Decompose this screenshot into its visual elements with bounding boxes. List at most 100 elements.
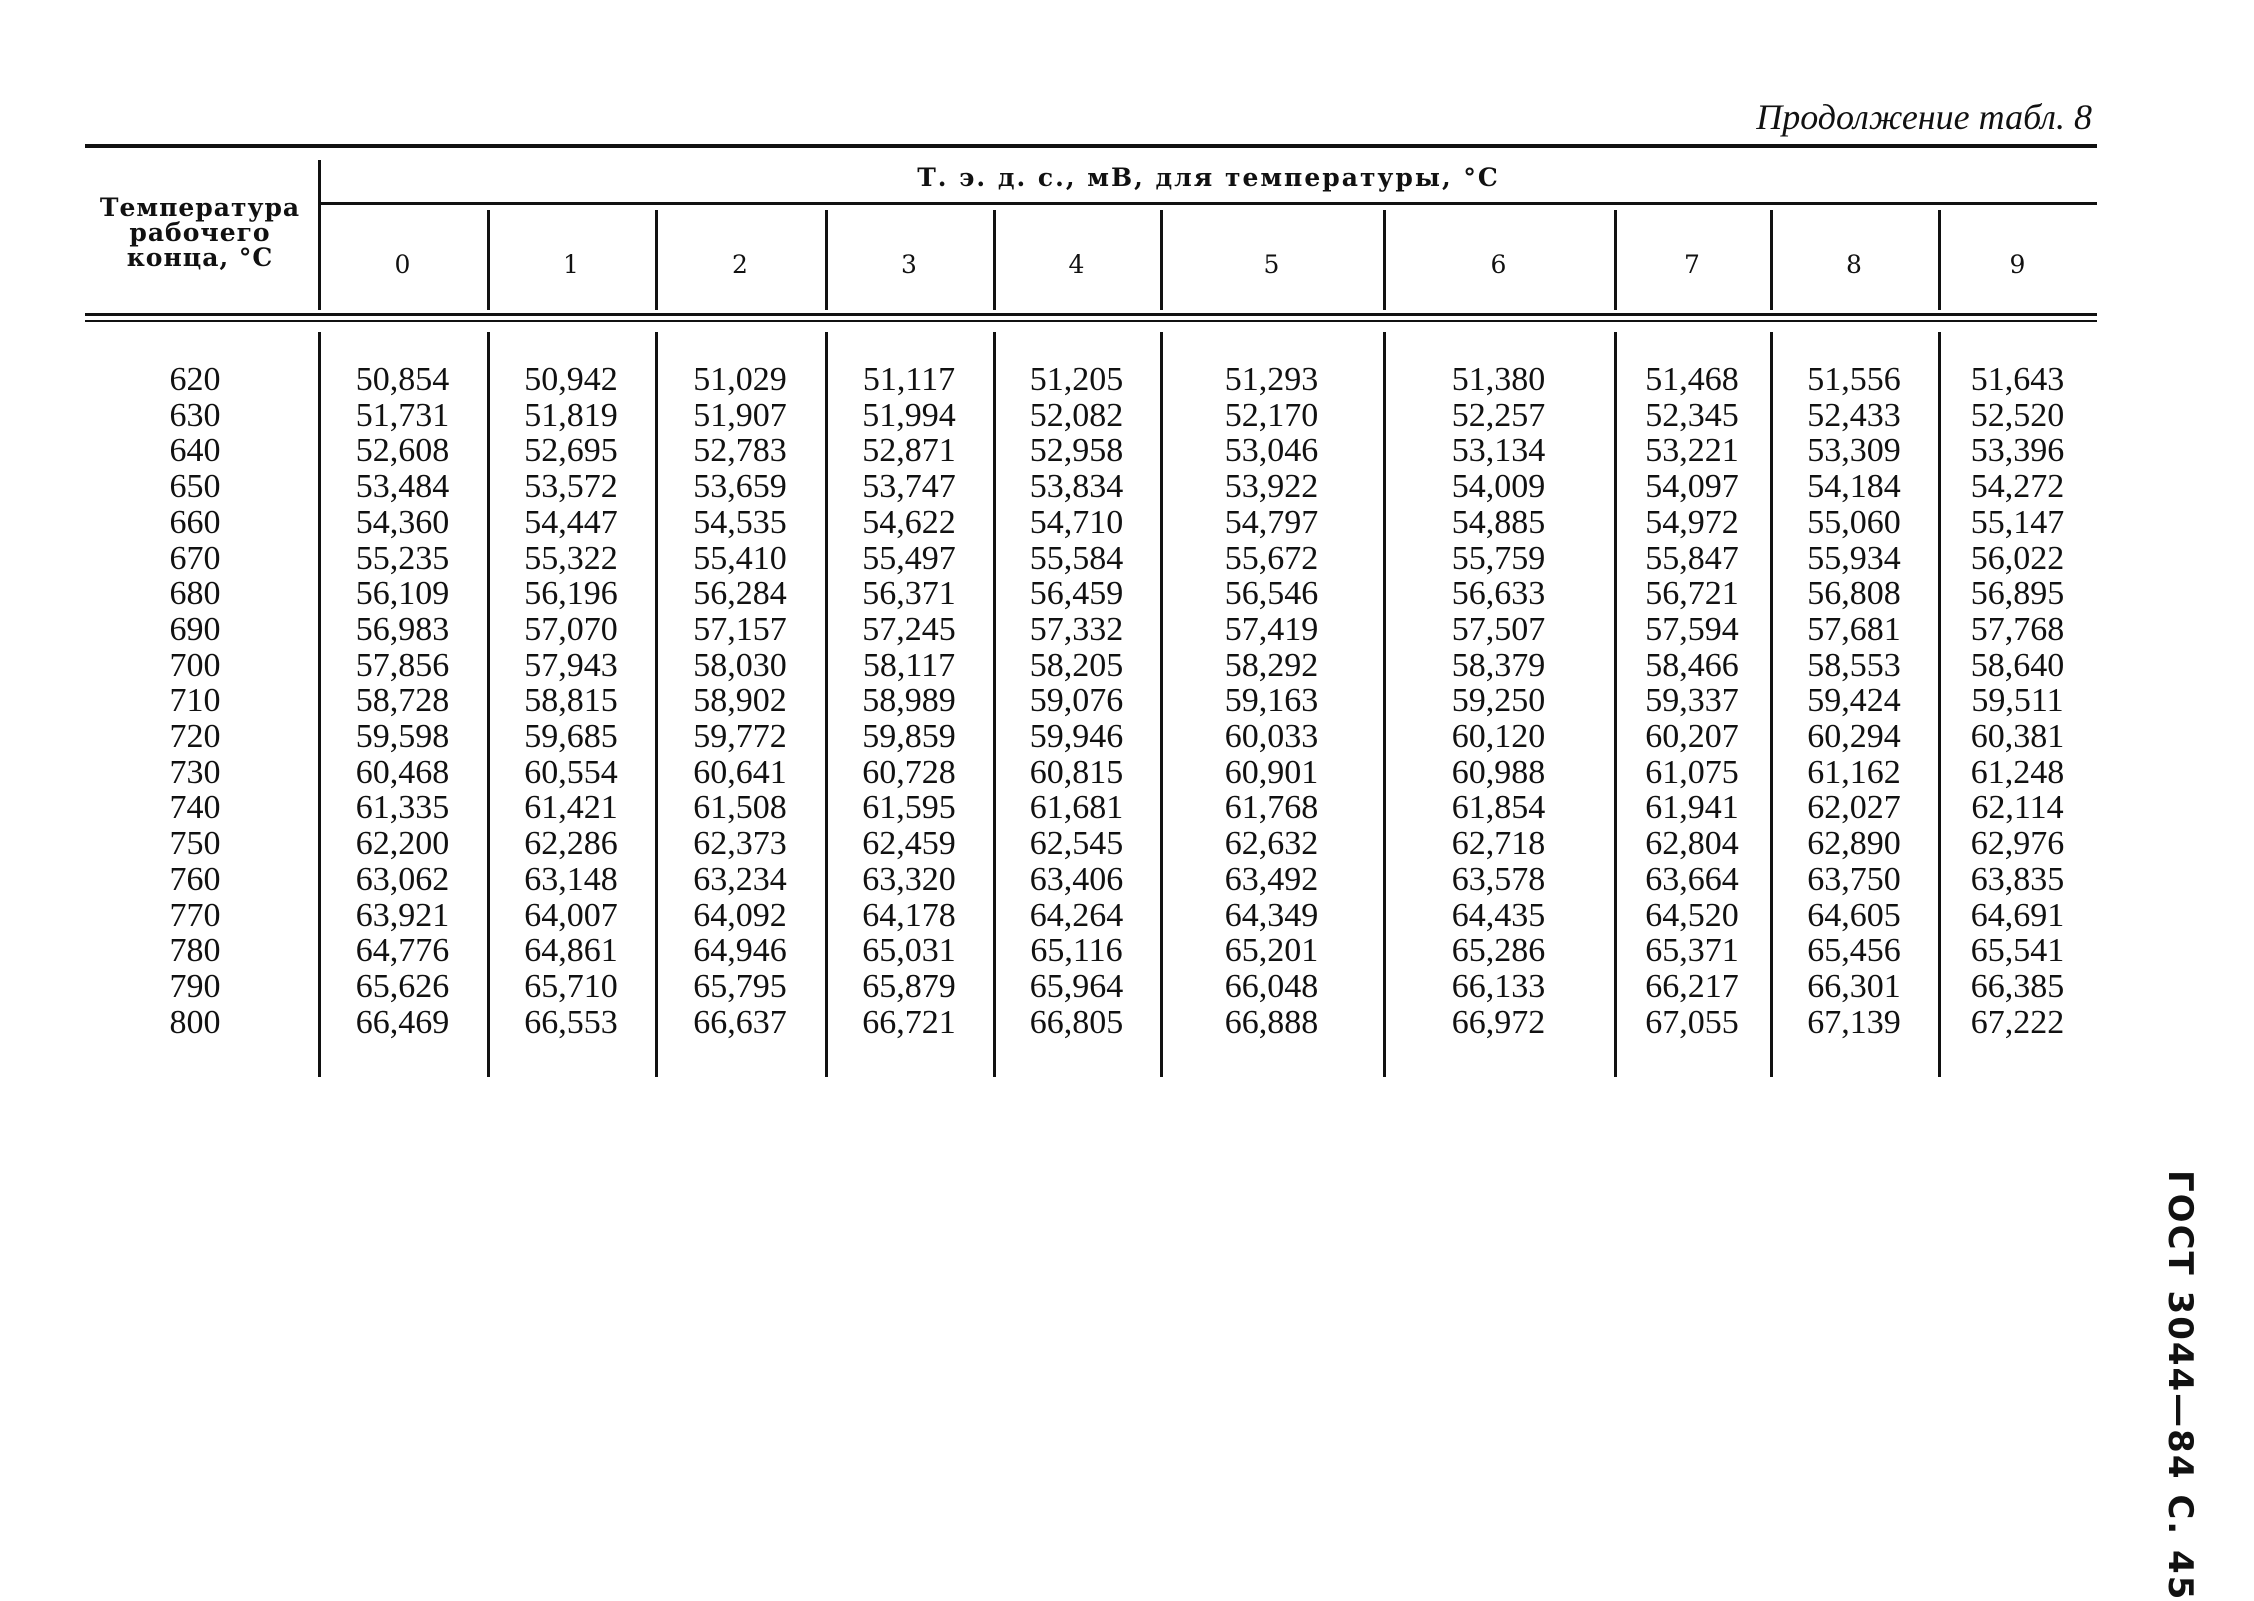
table-cell: 63,148 [524,860,618,898]
table-cell: 65,031 [862,932,956,970]
column-divider [318,160,321,310]
table-cell: 64,007 [524,896,618,934]
column-divider [825,332,828,1077]
table-cell: 66,637 [693,1003,787,1041]
table-cell: 55,672 [1224,539,1319,577]
table-cell: 59,337 [1645,682,1739,720]
table-cell: 58,030 [693,646,787,684]
table-cell: 62,718 [1451,825,1546,863]
table-cell: 51,293 [1224,361,1319,398]
row-temperature: 650 [169,468,221,506]
table-cell: 58,989 [862,682,956,720]
table-cell: 62,545 [1029,825,1124,863]
column-header-9: 9 [2009,250,2026,279]
table-cell: 56,633 [1451,575,1546,613]
table-cell: 56,983 [355,610,450,648]
table-cell: 60,901 [1224,753,1319,791]
table-cell: 52,871 [862,432,956,470]
table-cell: 61,681 [1029,789,1124,827]
table-cell: 55,410 [693,539,787,577]
column-header-5: 5 [1263,250,1280,279]
table-cell: 64,178 [862,896,956,934]
row-temperature: 770 [169,896,221,934]
table-cell: 64,349 [1224,896,1319,934]
table-cell: 51,907 [693,396,787,434]
table-cell: 54,447 [524,503,618,541]
table-cell: 57,157 [693,610,787,648]
table-cell: 52,082 [1029,396,1124,434]
table-cell: 57,856 [355,646,450,684]
table-cell: 59,424 [1807,682,1901,720]
table-cell: 55,147 [1970,503,2065,541]
column-header-8: 8 [1846,250,1862,279]
column-divider [655,332,658,1077]
row-temperature: 780 [169,932,221,970]
table-cell: 54,360 [355,503,450,541]
table-cell: 52,958 [1029,432,1124,470]
table-cell: 53,309 [1807,432,1901,470]
table-cell: 59,511 [1971,682,2064,720]
temperature-column-header: Температура рабочего конца, °С [99,193,301,272]
table-cell: 50,854 [355,361,450,398]
table-cell: 64,861 [524,932,618,970]
table-cell: 66,048 [1224,967,1319,1005]
table-cell: 56,895 [1970,575,2065,613]
table-cell: 61,421 [524,789,618,827]
table-cell: 63,062 [355,860,450,898]
table-cell: 57,681 [1807,610,1901,648]
column-divider [318,332,321,1077]
table-cell: 58,553 [1807,646,1901,684]
table-cell: 54,535 [693,503,787,541]
table-cell: 61,941 [1645,789,1739,827]
column-divider [487,210,490,310]
table-cell: 54,184 [1807,468,1901,506]
table-cell: 53,572 [524,468,618,506]
column-divider [993,210,996,310]
table-caption: Продолжение табл. 8 [1756,97,2092,137]
table-cell: 66,301 [1807,967,1901,1005]
table-cell: 55,584 [1029,539,1124,577]
table-cell: 56,022 [1970,539,2065,577]
table-cell: 64,092 [693,896,787,934]
table-cell: 58,205 [1029,646,1124,684]
table-cell: 64,605 [1807,896,1901,934]
table-cell: 59,598 [355,718,450,755]
column-divider [1160,210,1163,310]
table-cell: 62,890 [1807,825,1901,863]
table-cell: 66,721 [862,1003,956,1041]
row-temperature: 760 [169,860,221,898]
table-cell: 51,731 [355,396,450,434]
row-temperature: 680 [169,575,221,613]
table-cell: 54,972 [1645,503,1739,541]
table-cell: 63,578 [1451,860,1546,898]
table-cell: 55,934 [1807,539,1901,577]
table-cell: 67,222 [1970,1003,2065,1041]
row-temperature: 700 [169,646,221,684]
table-cell: 64,776 [355,932,450,970]
table-cell: 53,484 [355,468,450,506]
table-cell: 60,120 [1451,718,1546,755]
table-cell: 52,783 [693,432,787,470]
column-divider [655,210,658,310]
table-cell: 53,747 [862,468,956,506]
row-temperature: 720 [169,718,221,755]
table-cell: 56,284 [693,575,787,613]
table-cell: 62,114 [1971,789,2064,827]
table-cell: 52,520 [1970,396,2065,434]
table-cell: 52,345 [1645,396,1739,434]
table-cell: 65,879 [862,967,956,1005]
table-cell: 55,060 [1807,503,1901,541]
table-cell: 65,626 [355,967,450,1005]
column-divider [1938,332,1941,1077]
table-cell: 57,594 [1645,610,1739,648]
table-cell: 55,759 [1451,539,1546,577]
table-cell: 63,406 [1029,860,1124,898]
table-cell: 66,805 [1029,1003,1124,1041]
table-cell: 52,433 [1807,396,1901,434]
column-header-1: 1 [563,250,579,279]
table-cell: 66,972 [1451,1003,1546,1041]
table-cell: 56,721 [1645,575,1739,613]
table-cell: 56,546 [1224,575,1319,613]
row-temperature: 740 [169,789,221,827]
column-divider [1938,210,1941,310]
